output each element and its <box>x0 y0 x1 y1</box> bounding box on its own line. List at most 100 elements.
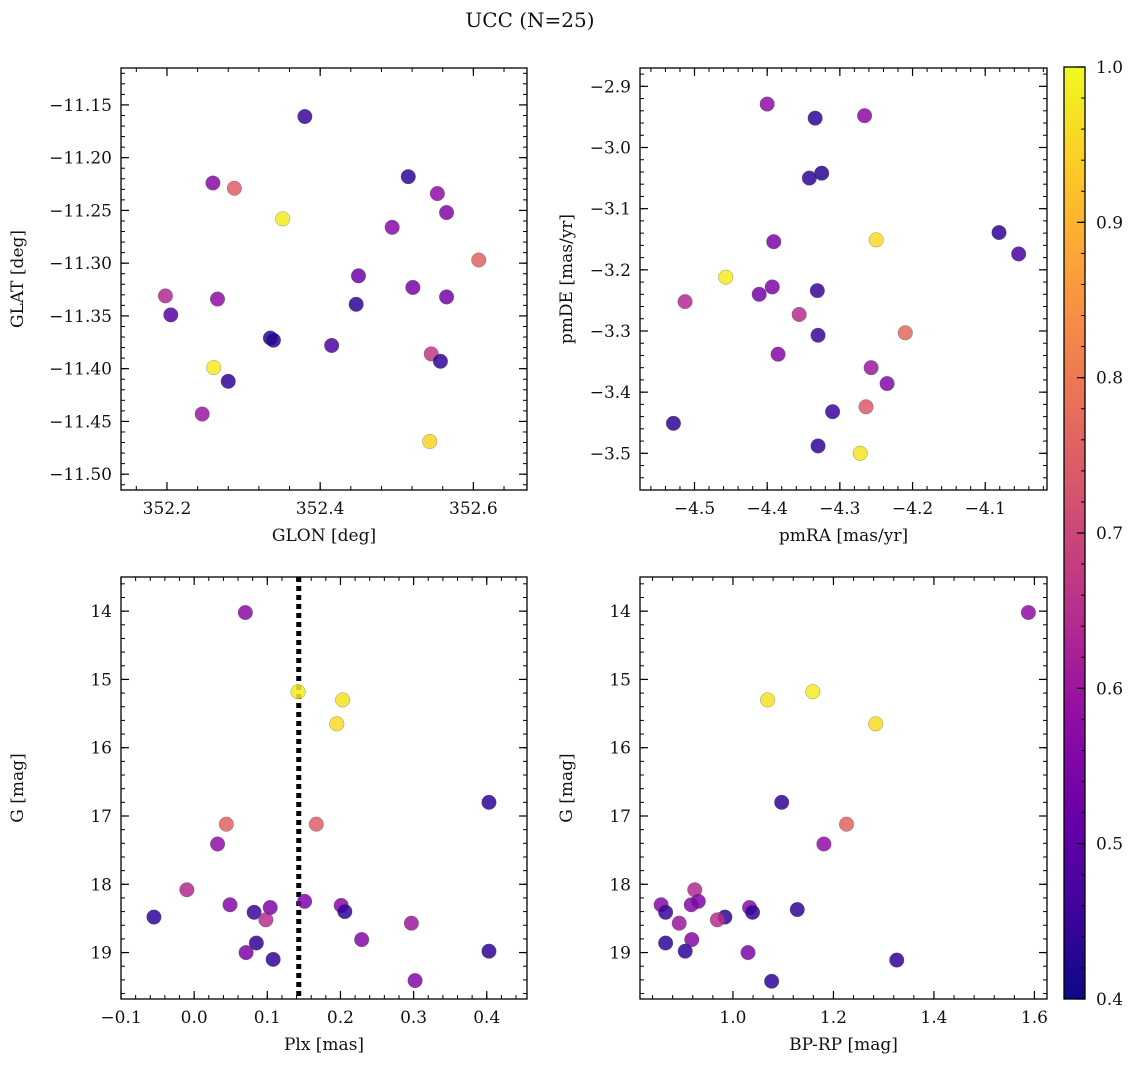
x-tick-label: 0.1 <box>254 1008 281 1028</box>
data-point <box>337 904 353 920</box>
y-axis-label: G [mag] <box>8 753 28 822</box>
x-axis-label: GLON [deg] <box>272 526 376 546</box>
data-point <box>206 360 222 376</box>
x-tick-label: 1.6 <box>1021 1008 1048 1028</box>
colorbar-tick-label: 0.4 <box>1096 990 1123 1010</box>
x-tick-label: 1.4 <box>920 1008 947 1028</box>
data-point <box>889 952 905 968</box>
data-point <box>329 716 345 732</box>
data-point <box>868 716 884 732</box>
data-point <box>407 973 423 989</box>
data-point <box>879 376 895 392</box>
data-point <box>400 169 416 185</box>
data-point <box>237 604 253 621</box>
figure-title: UCC (N=25) <box>465 8 594 32</box>
data-point <box>262 899 278 916</box>
data-point <box>791 306 807 323</box>
y-tick-label: 15 <box>90 670 112 690</box>
y-tick-label: 17 <box>609 807 631 827</box>
x-tick-label: −4.2 <box>892 499 933 519</box>
plot-frame <box>639 576 1048 1000</box>
x-tick-label: 352.4 <box>296 499 345 519</box>
panel-3: −0.1 0.0 0.1 0.2 0.3 0.4 14 15 16 17 18 19 Plx [mas]… <box>8 576 528 1055</box>
x-axis-label: BP-RP [mag] <box>789 1035 898 1055</box>
data-point <box>684 932 700 948</box>
data-point <box>807 110 823 126</box>
x-tick-label: 1.0 <box>719 1008 746 1028</box>
data-point <box>709 912 725 928</box>
y-tick-label: −3.0 <box>590 139 631 159</box>
data-point <box>265 332 281 348</box>
data-point <box>774 794 790 810</box>
data-point <box>760 692 776 708</box>
data-point <box>868 232 884 248</box>
data-point <box>290 684 306 700</box>
x-tick-label: 0.3 <box>400 1008 427 1028</box>
y-tick-label: −11.30 <box>49 254 112 274</box>
y-axis-label: G [mag] <box>557 753 577 822</box>
data-point <box>297 893 313 909</box>
data-point <box>481 943 497 959</box>
x-tick-label: 0.4 <box>473 1008 500 1028</box>
data-point <box>163 307 179 323</box>
y-tick-label: −11.50 <box>49 465 112 485</box>
y-tick-label: −3.3 <box>590 322 631 342</box>
data-point <box>1011 246 1027 262</box>
x-axis-label: Plx [mas] <box>284 1035 364 1055</box>
data-point <box>429 185 445 202</box>
data-point <box>816 836 832 852</box>
y-tick-label: −11.20 <box>49 149 112 169</box>
plot-frame <box>120 576 528 1000</box>
data-point <box>246 904 262 920</box>
data-point <box>863 360 879 376</box>
data-point <box>690 893 706 909</box>
data-point <box>209 291 226 307</box>
data-point <box>764 973 780 989</box>
data-point <box>677 294 693 310</box>
x-tick-label: −4.3 <box>819 499 860 519</box>
data-point <box>248 935 264 951</box>
x-tick-label: −0.1 <box>100 1008 141 1028</box>
data-point <box>770 346 786 362</box>
plot-frame <box>120 67 528 491</box>
data-point <box>801 170 817 186</box>
data-point <box>471 252 487 268</box>
x-tick-label: 1.2 <box>820 1008 847 1028</box>
y-tick-label: 18 <box>90 875 112 895</box>
data-point <box>766 234 782 250</box>
y-tick-label: −11.35 <box>49 307 112 327</box>
data-point <box>677 943 693 959</box>
data-point <box>991 224 1007 241</box>
data-point <box>308 816 324 832</box>
data-point <box>764 279 780 295</box>
colorbar: 0.4 0.5 0.6 0.7 0.8 0.9 1.0 <box>1063 58 1123 1010</box>
y-tick-label: 16 <box>90 739 112 759</box>
x-tick-label: 0.2 <box>327 1008 354 1028</box>
panel-2: −4.5 −4.4 −4.3 −4.2 −4.1 −2.9 −3.0 −3.1 −3.2 −3.3… <box>557 67 1048 546</box>
data-point <box>658 935 674 951</box>
data-point <box>745 904 761 920</box>
data-point <box>350 268 367 284</box>
data-point <box>432 353 448 369</box>
x-tick-label: 352.6 <box>449 499 498 519</box>
data-point <box>354 932 370 948</box>
data-point <box>205 175 221 191</box>
data-point <box>809 283 825 299</box>
data-point <box>226 180 242 196</box>
y-tick-label: −3.4 <box>590 383 631 403</box>
y-tick-label: 15 <box>609 670 631 690</box>
panel-1: 352.2 352.4 352.6 −11.15 −11.20 −11.25 −11.30 −… <box>8 67 528 546</box>
data-point <box>194 406 210 422</box>
data-point <box>157 288 173 304</box>
data-point <box>238 945 254 961</box>
y-tick-label: 18 <box>609 875 631 895</box>
y-tick-label: −3.5 <box>590 444 631 464</box>
y-tick-label: 17 <box>90 807 112 827</box>
y-tick-label: 16 <box>609 739 631 759</box>
y-tick-label: 14 <box>609 602 631 622</box>
data-point <box>759 96 775 112</box>
plot-frame <box>639 67 1048 491</box>
data-point <box>439 204 455 221</box>
data-point <box>825 404 841 420</box>
